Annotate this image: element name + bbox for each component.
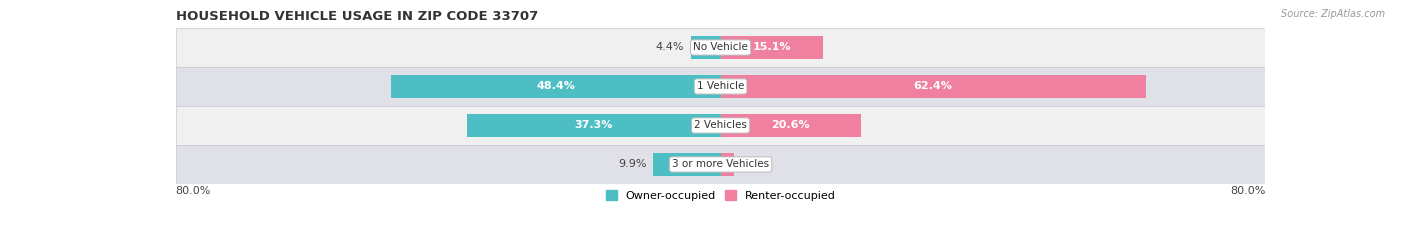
Bar xyxy=(721,153,734,176)
Bar xyxy=(176,145,1265,184)
Text: 37.3%: 37.3% xyxy=(575,120,613,130)
Bar xyxy=(654,153,721,176)
Bar xyxy=(721,114,860,137)
Text: 48.4%: 48.4% xyxy=(536,82,575,92)
Bar xyxy=(690,36,721,59)
Bar xyxy=(467,114,721,137)
Text: 1 Vehicle: 1 Vehicle xyxy=(697,82,744,92)
Text: 62.4%: 62.4% xyxy=(914,82,952,92)
Bar xyxy=(721,36,824,59)
Text: 80.0%: 80.0% xyxy=(1230,186,1265,196)
Bar xyxy=(721,75,1146,98)
Text: 4.4%: 4.4% xyxy=(655,42,683,52)
Text: 2 Vehicles: 2 Vehicles xyxy=(695,120,747,130)
Text: 15.1%: 15.1% xyxy=(752,42,792,52)
Text: 9.9%: 9.9% xyxy=(617,159,647,169)
Text: Source: ZipAtlas.com: Source: ZipAtlas.com xyxy=(1281,9,1385,19)
Text: 3 or more Vehicles: 3 or more Vehicles xyxy=(672,159,769,169)
Bar xyxy=(176,106,1265,145)
Legend: Owner-occupied, Renter-occupied: Owner-occupied, Renter-occupied xyxy=(602,186,839,205)
Text: 1.9%: 1.9% xyxy=(741,159,769,169)
Text: 80.0%: 80.0% xyxy=(176,186,211,196)
Bar xyxy=(176,67,1265,106)
Text: No Vehicle: No Vehicle xyxy=(693,42,748,52)
Text: 20.6%: 20.6% xyxy=(772,120,810,130)
Bar xyxy=(391,75,721,98)
Text: HOUSEHOLD VEHICLE USAGE IN ZIP CODE 33707: HOUSEHOLD VEHICLE USAGE IN ZIP CODE 3370… xyxy=(176,10,538,23)
Bar xyxy=(176,28,1265,67)
